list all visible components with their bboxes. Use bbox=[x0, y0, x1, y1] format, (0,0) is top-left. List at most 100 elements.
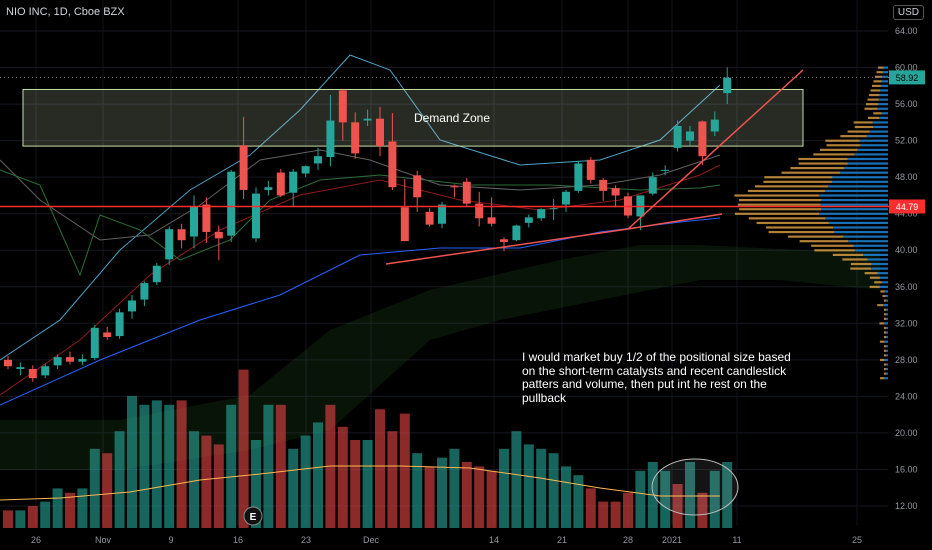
candle-body bbox=[53, 357, 62, 366]
profile-bar-up bbox=[842, 235, 888, 238]
profile-bar-up bbox=[871, 267, 888, 270]
profile-bar-down bbox=[739, 198, 821, 202]
profile-bar-up bbox=[881, 80, 888, 83]
volume-bar bbox=[213, 444, 224, 528]
volume-bar bbox=[263, 404, 274, 528]
volume-bar bbox=[89, 448, 100, 528]
volume-bar bbox=[375, 409, 385, 528]
volume-bar bbox=[176, 400, 187, 528]
x-tick-label: 26 bbox=[31, 535, 41, 545]
volume-bar bbox=[672, 484, 683, 528]
volume-bar bbox=[610, 501, 621, 528]
profile-bar-up bbox=[886, 349, 888, 352]
volume-bars bbox=[0, 369, 739, 528]
profile-bar-down bbox=[884, 354, 887, 357]
candle-body bbox=[78, 358, 87, 362]
y-tick-label: 60.00 bbox=[895, 63, 918, 73]
profile-bar-up bbox=[820, 203, 888, 206]
candle-body bbox=[301, 166, 310, 174]
profile-bar-up bbox=[833, 226, 888, 229]
earnings-marker[interactable]: E bbox=[243, 506, 263, 526]
profile-bar-down bbox=[880, 290, 885, 293]
chart-grid bbox=[0, 0, 888, 525]
candle-body bbox=[289, 171, 298, 193]
volume-bar bbox=[561, 466, 571, 528]
profile-bar-down bbox=[879, 358, 885, 362]
profile-bar-down bbox=[884, 331, 887, 334]
candle-body bbox=[400, 207, 409, 242]
profile-bar-up bbox=[886, 367, 888, 371]
candle-body bbox=[537, 209, 546, 219]
profile-bar-up bbox=[886, 345, 888, 348]
candle-body bbox=[376, 118, 384, 147]
candle-body bbox=[710, 119, 719, 132]
profile-bar-down bbox=[737, 203, 821, 206]
profile-bar-down bbox=[864, 272, 878, 275]
candle-body bbox=[252, 193, 260, 239]
profile-bar-down bbox=[884, 372, 887, 375]
volume-bar bbox=[238, 369, 249, 528]
volume-bar bbox=[424, 466, 435, 528]
currency-button[interactable]: USD bbox=[892, 5, 924, 20]
profile-bar-up bbox=[884, 377, 888, 380]
volume-bar bbox=[399, 413, 410, 528]
profile-bar-down bbox=[826, 144, 861, 147]
y-tick-label: 56.00 bbox=[895, 99, 918, 109]
candle-body bbox=[438, 204, 446, 224]
candle-body bbox=[388, 141, 397, 188]
profile-bar-down bbox=[840, 135, 867, 138]
profile-bar-up bbox=[883, 304, 888, 307]
candle-body bbox=[103, 332, 112, 338]
profile-bar-up bbox=[886, 354, 888, 357]
volume-bar bbox=[201, 435, 212, 528]
profile-bar-up bbox=[840, 171, 888, 174]
profile-bar-down bbox=[882, 294, 886, 298]
profile-bar-up bbox=[819, 212, 888, 215]
volume-bar bbox=[164, 404, 175, 528]
volume-highlight-ellipse bbox=[651, 458, 739, 516]
volume-bar bbox=[77, 488, 88, 528]
profile-bar-down bbox=[879, 377, 885, 380]
profile-bar-up bbox=[877, 107, 888, 110]
profile-bar-down bbox=[869, 285, 880, 288]
profile-bar-down bbox=[814, 249, 855, 252]
demand-zone[interactable] bbox=[22, 88, 804, 147]
profile-bar-down bbox=[747, 189, 825, 193]
trend-lines[interactable] bbox=[0, 69, 889, 265]
candle-body bbox=[239, 145, 248, 190]
profile-bar-up bbox=[832, 176, 888, 179]
volume-profile bbox=[734, 66, 888, 380]
profile-bar-down bbox=[884, 326, 887, 330]
profile-bar-up bbox=[886, 308, 888, 311]
candle-body bbox=[276, 172, 285, 196]
candle-body bbox=[586, 159, 595, 180]
profile-bar-up bbox=[866, 135, 888, 138]
profile-bar-down bbox=[734, 212, 820, 215]
profile-bar-up bbox=[886, 372, 888, 375]
candle-body bbox=[140, 283, 149, 300]
volume-bar bbox=[27, 506, 38, 528]
profile-bar-down bbox=[765, 226, 834, 229]
profile-bar-up bbox=[881, 281, 888, 284]
candle-body bbox=[128, 300, 136, 312]
profile-bar-up bbox=[854, 153, 888, 156]
volume-bar bbox=[536, 448, 547, 528]
ma-line bbox=[0, 164, 721, 396]
candle-body bbox=[16, 367, 25, 369]
profile-bar-down bbox=[884, 367, 887, 371]
profile-bar-up bbox=[853, 244, 888, 247]
volume-bar bbox=[722, 462, 733, 528]
profile-bar-down bbox=[866, 103, 879, 106]
profile-bar-up bbox=[886, 363, 888, 366]
profile-bar-down bbox=[884, 313, 887, 316]
y-tick-label: 40.00 bbox=[895, 245, 918, 255]
candle-body bbox=[475, 203, 484, 219]
y-tick-label: 32.00 bbox=[895, 318, 918, 328]
volume-bar bbox=[226, 404, 237, 528]
profile-bar-up bbox=[879, 93, 888, 97]
trade-note: I would market buy 1/2 of the positional… bbox=[522, 350, 791, 405]
candle-body bbox=[462, 181, 471, 204]
volume-bar bbox=[350, 440, 361, 528]
axis-background bbox=[889, 0, 932, 550]
